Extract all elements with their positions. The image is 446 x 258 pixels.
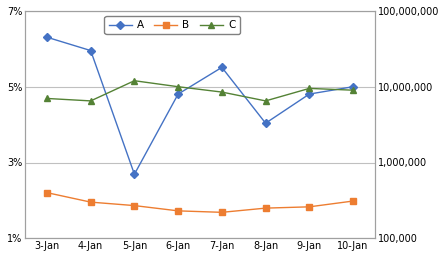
Line: B: B bbox=[44, 190, 356, 215]
A bbox=[44, 36, 50, 39]
A bbox=[351, 85, 356, 88]
B bbox=[88, 200, 93, 204]
A bbox=[88, 49, 93, 52]
C bbox=[351, 89, 356, 92]
B bbox=[44, 191, 50, 194]
B bbox=[175, 209, 181, 212]
Line: C: C bbox=[44, 78, 356, 104]
C bbox=[88, 99, 93, 102]
A bbox=[175, 93, 181, 96]
C bbox=[263, 99, 268, 102]
C bbox=[132, 79, 137, 82]
B bbox=[351, 199, 356, 203]
B bbox=[132, 204, 137, 207]
C bbox=[219, 91, 224, 94]
A bbox=[132, 173, 137, 176]
A bbox=[263, 122, 268, 125]
B bbox=[219, 211, 224, 214]
B bbox=[263, 207, 268, 210]
Line: A: A bbox=[44, 35, 356, 177]
C bbox=[175, 85, 181, 88]
Legend: A, B, C: A, B, C bbox=[104, 16, 240, 35]
A bbox=[219, 66, 224, 69]
C bbox=[44, 97, 50, 100]
B bbox=[307, 205, 312, 208]
C bbox=[307, 87, 312, 90]
A bbox=[307, 93, 312, 96]
